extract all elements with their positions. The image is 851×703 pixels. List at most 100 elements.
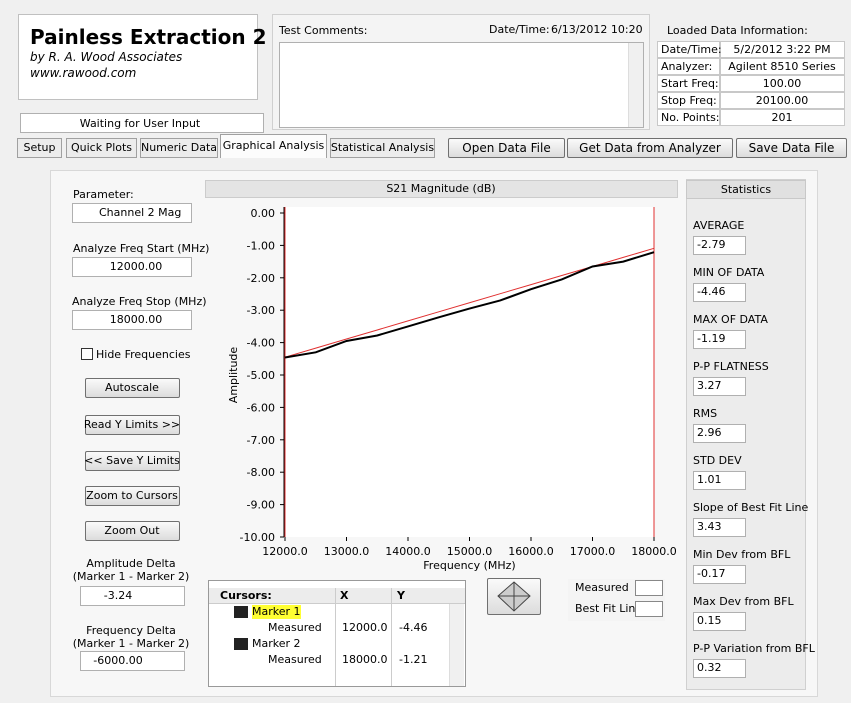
- stat-label: P-P Variation from BFL: [693, 642, 815, 655]
- tab-label: Setup: [23, 141, 56, 154]
- x-axis-label: Frequency (MHz): [423, 559, 515, 572]
- x-tick-label: 14000.0: [385, 545, 431, 558]
- datetime-value: 6/13/2012 10:20: [551, 23, 643, 36]
- action-label: Save Data File: [748, 141, 835, 155]
- amp-delta-label: Amplitude Delta: [86, 557, 176, 570]
- tab-label: Graphical Analysis: [222, 139, 325, 152]
- chart-title: S21 Magnitude (dB): [386, 182, 496, 195]
- cursors-header-label: Y: [397, 589, 405, 602]
- stop-label: Analyze Freq Stop (MHz): [72, 295, 207, 308]
- comments-scrollbar: [628, 43, 643, 127]
- y-tick-label: -3.00: [247, 304, 275, 317]
- loaded-data-value-cell: [720, 92, 845, 109]
- start-label: Analyze Freq Start (MHz): [73, 242, 210, 255]
- loaded-data-value: Agilent 8510 Series: [728, 60, 836, 73]
- control-button-label: Autoscale: [105, 381, 159, 394]
- stat-field: [693, 424, 746, 443]
- start-value: 12000.00: [109, 260, 163, 273]
- tab-label: Numeric Data: [140, 141, 218, 154]
- app-title: Painless Extraction 2: [30, 25, 267, 49]
- loaded-data-label-cell: [657, 75, 720, 92]
- y-tick-label: -4.00: [247, 337, 275, 350]
- hide-checkbox[interactable]: [81, 348, 93, 360]
- freq-delta-value: -6000.00: [93, 654, 143, 667]
- cursors-header: [209, 588, 465, 604]
- control-button-label: << Save Y Limits: [84, 454, 180, 467]
- control-button[interactable]: [85, 415, 180, 435]
- y-tick-label: -10.00: [240, 531, 275, 544]
- stat-label: Min Dev from BFL: [693, 548, 791, 561]
- cursor-move-button[interactable]: [487, 578, 541, 615]
- stat-field: [693, 471, 746, 490]
- tab[interactable]: [17, 138, 62, 158]
- action-label: Open Data File: [462, 141, 551, 155]
- tab-label: Statistical Analysis: [330, 141, 435, 154]
- tab[interactable]: [220, 134, 327, 158]
- cursors-col-sep: [335, 588, 336, 686]
- loaded-data-title: Loaded Data Information:: [667, 24, 808, 37]
- y-tick-label: -2.00: [247, 272, 275, 285]
- action-button[interactable]: [567, 138, 733, 158]
- loaded-data-value-cell: [720, 75, 845, 92]
- x-tick-label: 16000.0: [508, 545, 554, 558]
- control-button-label: Zoom to Cursors: [86, 489, 178, 502]
- stat-value: 0.32: [697, 661, 722, 674]
- marker-name: Marker 2: [252, 637, 301, 650]
- loaded-data-value: 5/2/2012 3:22 PM: [733, 43, 831, 56]
- marker-icon: [234, 638, 248, 650]
- comments-input[interactable]: [279, 42, 644, 128]
- loaded-data-label-cell: [657, 92, 720, 109]
- stat-field: [693, 518, 746, 537]
- control-button[interactable]: [85, 451, 180, 471]
- start-field[interactable]: [72, 257, 192, 277]
- stat-value: 2.96: [697, 426, 722, 439]
- stat-label: Slope of Best Fit Line: [693, 501, 809, 514]
- freq-delta-label: Frequency Delta: [86, 624, 176, 637]
- marker-plot: Measured: [268, 653, 322, 666]
- y-axis-label: Amplitude: [227, 347, 240, 404]
- hide-label: Hide Frequencies: [96, 348, 191, 361]
- stat-field: [693, 283, 746, 302]
- stat-value: 3.43: [697, 520, 722, 533]
- tab[interactable]: [330, 138, 435, 158]
- y-tick-label: -7.00: [247, 434, 275, 447]
- stat-value: 3.27: [697, 379, 722, 392]
- series-line: [284, 251, 655, 359]
- datetime-label: Date/Time:: [489, 23, 550, 36]
- loaded-data-label: Analyzer:: [661, 60, 713, 73]
- loaded-data-label-cell: [657, 41, 720, 58]
- control-button[interactable]: [85, 486, 180, 506]
- action-button[interactable]: [736, 138, 847, 158]
- loaded-data-value-cell: [720, 41, 845, 58]
- action-label: Get Data from Analyzer: [579, 141, 721, 155]
- stat-value: -2.79: [697, 238, 726, 251]
- stats-title: Statistics: [720, 183, 772, 196]
- x-tick-label: 13000.0: [324, 545, 370, 558]
- control-button[interactable]: [85, 378, 180, 398]
- loaded-data-label: Stop Freq:: [661, 94, 717, 107]
- control-button[interactable]: [85, 521, 180, 541]
- loaded-data-value: 20100.00: [755, 94, 809, 107]
- parameter-field[interactable]: [72, 203, 192, 223]
- marker-x: 12000.0: [342, 621, 388, 634]
- tab[interactable]: [66, 138, 137, 158]
- stat-label: Max Dev from BFL: [693, 595, 794, 608]
- stat-value: -0.17: [697, 567, 726, 580]
- comments-label: Test Comments:: [279, 24, 368, 37]
- title-box: [18, 14, 258, 100]
- stat-field: [693, 377, 746, 396]
- chart-title-bar: [205, 180, 678, 198]
- cursors-header-label: Cursors:: [220, 589, 272, 602]
- amp-delta-label: (Marker 1 - Marker 2): [72, 570, 190, 583]
- legend-swatch: [635, 580, 663, 596]
- tab-label: Quick Plots: [70, 141, 133, 154]
- stat-value: -1.19: [697, 332, 726, 345]
- app-url: www.rawood.com: [30, 66, 137, 80]
- action-button[interactable]: [448, 138, 565, 158]
- loaded-data-value: 100.00: [762, 77, 802, 90]
- stat-value: 1.01: [697, 473, 722, 486]
- status-text: Waiting for User Input: [79, 117, 201, 130]
- tab[interactable]: [140, 138, 218, 158]
- stop-field[interactable]: [72, 310, 192, 330]
